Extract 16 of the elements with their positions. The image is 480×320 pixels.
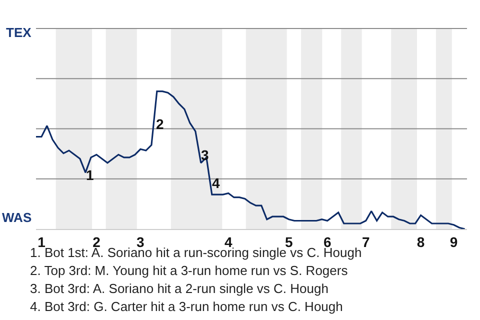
x-tick-label: 1 (38, 234, 46, 250)
x-tick-label: 3 (136, 234, 145, 250)
annotation: 2 (156, 116, 164, 132)
annotation: 3 (201, 147, 209, 163)
text: 3. Bot 3rd: A. Soriano hit a 2-run single vs C. Hough (30, 281, 328, 296)
x-tick-label: 4 (224, 234, 233, 250)
text: 4. Bot 3rd: G. Carter hit a 3-run home run vs C. Hough (30, 299, 343, 314)
x-tick-label: 7 (362, 234, 370, 250)
x-tick-label: 8 (416, 234, 425, 250)
text: TEX (6, 25, 32, 40)
x-tick-label: 5 (284, 234, 293, 250)
annotation: 1 (86, 167, 94, 183)
annotation: 4 (212, 175, 220, 191)
x-tick-label: 9 (450, 234, 458, 250)
text: 2. Top 3rd: M. Young hit a 3-run home run vs S. Rogers (30, 263, 348, 278)
text: WAS (2, 210, 32, 225)
